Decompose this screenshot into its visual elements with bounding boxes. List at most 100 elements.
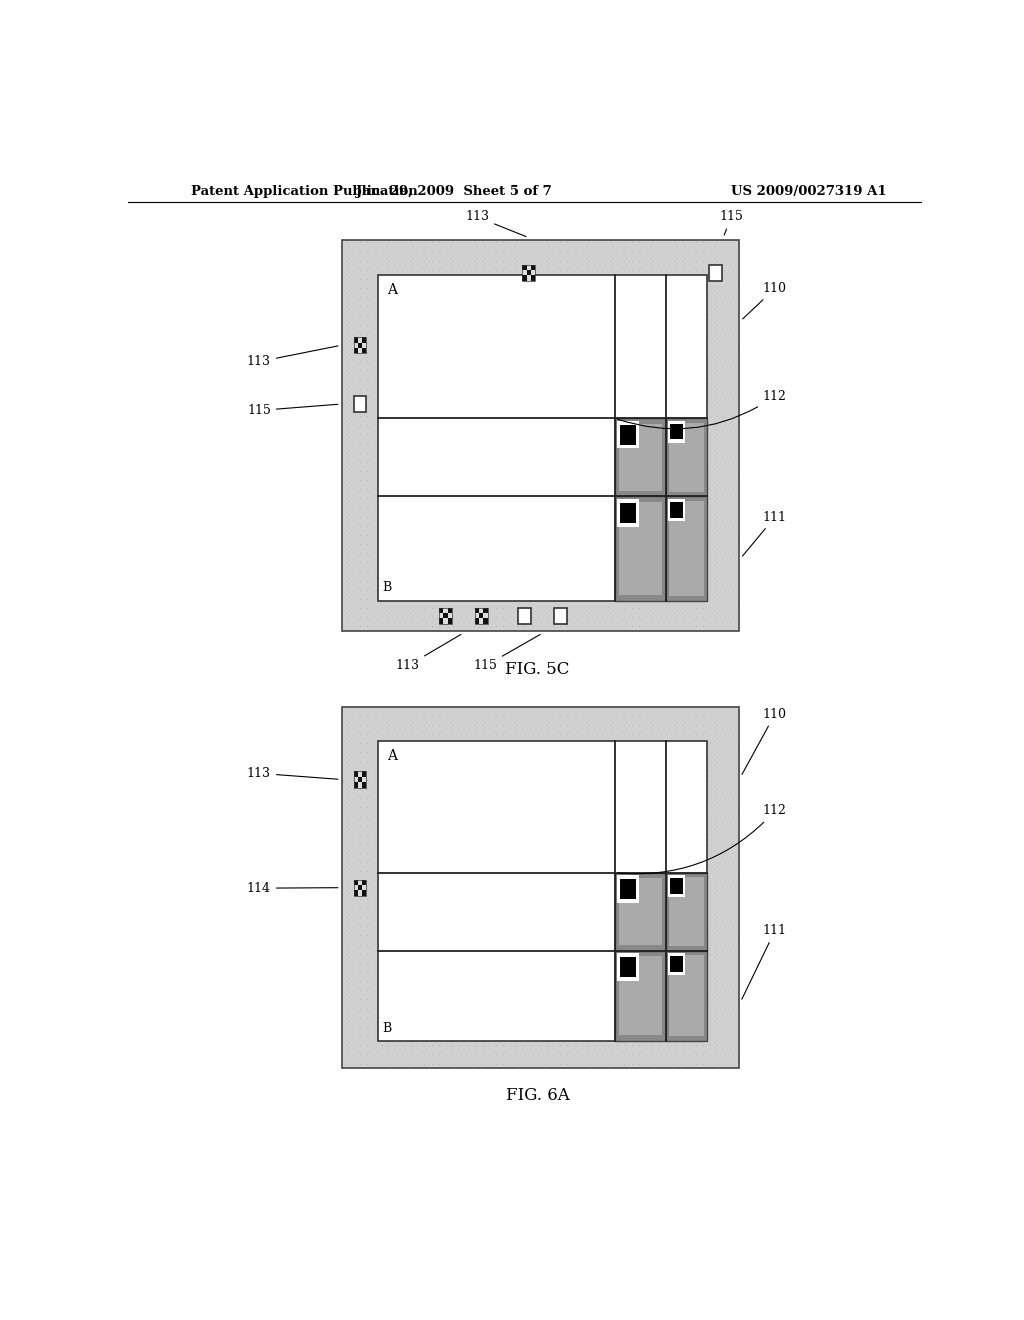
Point: [559, 944, 575, 965]
Point: [624, 488, 640, 510]
Point: [638, 314, 654, 335]
Point: [430, 824, 446, 845]
Point: [516, 733, 532, 754]
Point: [480, 496, 497, 517]
Point: [581, 524, 597, 545]
Point: [487, 607, 504, 628]
Point: [487, 797, 504, 818]
Point: [523, 824, 540, 845]
Point: [452, 970, 468, 991]
Point: [694, 342, 711, 363]
Point: [566, 240, 583, 261]
Point: [588, 788, 604, 809]
Point: [402, 1053, 419, 1074]
Point: [588, 277, 604, 298]
Point: [338, 533, 354, 554]
Point: [667, 616, 683, 638]
Point: [552, 570, 568, 591]
Point: [616, 807, 633, 828]
Point: [645, 1053, 662, 1074]
Point: [516, 970, 532, 991]
Point: [466, 249, 482, 271]
Point: [701, 305, 718, 326]
Point: [659, 616, 676, 638]
Point: [523, 333, 540, 354]
Point: [566, 898, 583, 919]
Point: [437, 579, 454, 601]
Point: [487, 851, 504, 873]
Point: [716, 705, 732, 726]
Bar: [615, 950, 667, 1040]
Point: [459, 488, 475, 510]
Point: [359, 524, 376, 545]
Point: [437, 1007, 454, 1028]
Point: [359, 570, 376, 591]
Point: [381, 979, 397, 1001]
Point: [552, 861, 568, 882]
Point: [552, 232, 568, 253]
Point: [345, 396, 361, 417]
Point: [459, 788, 475, 809]
Point: [402, 788, 419, 809]
Point: [609, 705, 626, 726]
Point: [395, 760, 412, 781]
Point: [516, 333, 532, 354]
Point: [573, 760, 590, 781]
Point: [688, 944, 705, 965]
Point: [409, 589, 425, 610]
Point: [402, 424, 419, 445]
Point: [367, 998, 383, 1019]
Point: [381, 816, 397, 837]
Point: [681, 751, 697, 772]
Point: [444, 925, 461, 946]
Point: [681, 589, 697, 610]
Point: [345, 797, 361, 818]
Point: [595, 442, 611, 463]
Point: [452, 961, 468, 982]
Point: [581, 742, 597, 763]
Point: [652, 998, 669, 1019]
Point: [573, 833, 590, 854]
Point: [530, 898, 547, 919]
Point: [381, 387, 397, 408]
Point: [459, 870, 475, 891]
Point: [502, 570, 518, 591]
Point: [423, 414, 439, 436]
Point: [595, 533, 611, 554]
Point: [566, 861, 583, 882]
Point: [559, 1053, 575, 1074]
Point: [516, 770, 532, 791]
Point: [473, 879, 489, 900]
Point: [573, 1007, 590, 1028]
Point: [701, 1035, 718, 1056]
Point: [652, 496, 669, 517]
Point: [566, 824, 583, 845]
Point: [381, 414, 397, 436]
Point: [452, 824, 468, 845]
Point: [652, 351, 669, 372]
Point: [631, 232, 647, 253]
Point: [559, 451, 575, 473]
Point: [359, 387, 376, 408]
Point: [388, 742, 404, 763]
Point: [345, 733, 361, 754]
Point: [516, 240, 532, 261]
Point: [473, 607, 489, 628]
Point: [452, 268, 468, 289]
Point: [516, 879, 532, 900]
Point: [688, 961, 705, 982]
Point: [523, 861, 540, 882]
Point: [538, 488, 554, 510]
Point: [523, 733, 540, 754]
Point: [523, 405, 540, 426]
Point: [674, 433, 690, 454]
Point: [681, 414, 697, 436]
Point: [638, 249, 654, 271]
Point: [645, 479, 662, 500]
Point: [352, 506, 369, 527]
Point: [388, 368, 404, 389]
Point: [480, 925, 497, 946]
Point: [359, 506, 376, 527]
Point: [645, 833, 662, 854]
Point: [430, 240, 446, 261]
